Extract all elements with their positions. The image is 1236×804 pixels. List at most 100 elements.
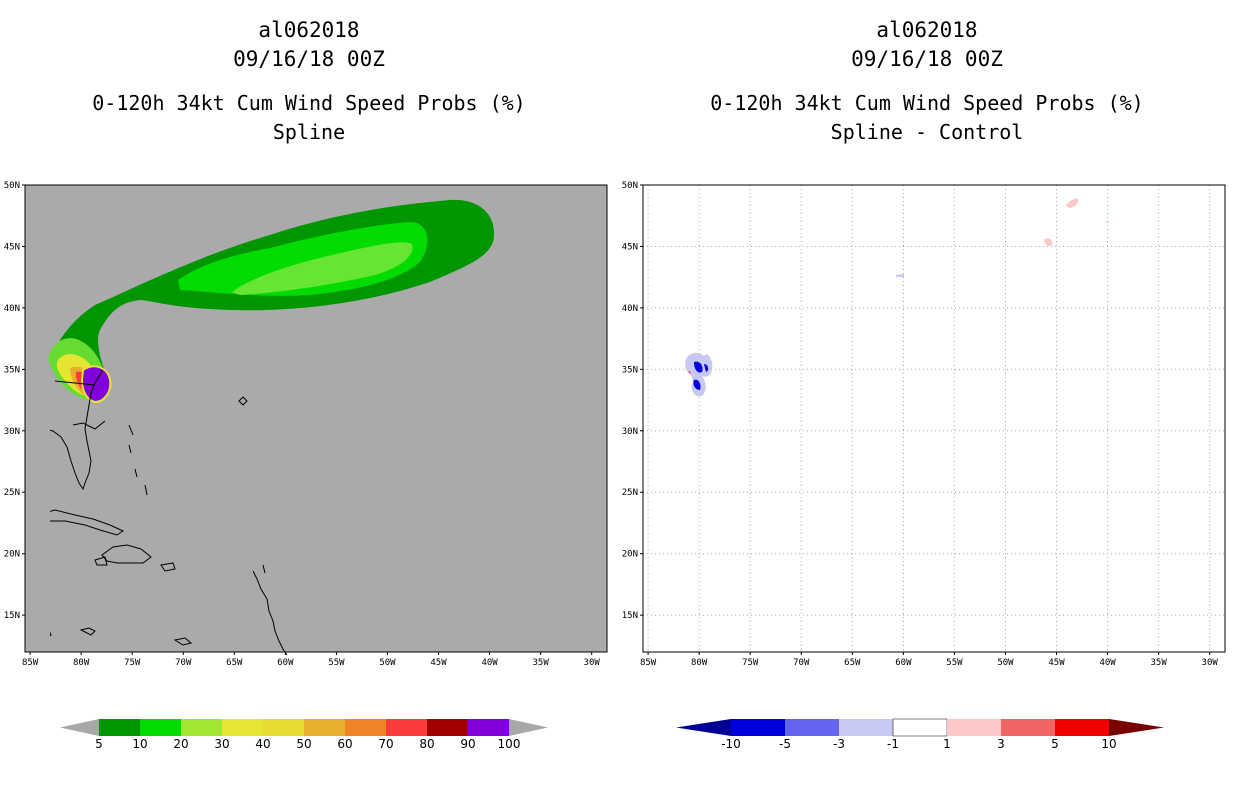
diff-patch	[688, 371, 691, 374]
y-tick-label: 20N	[4, 550, 20, 560]
colorbar-swatch	[304, 719, 345, 736]
left-panel: al062018 09/16/18 00Z 0-120h 34kt Cum Wi…	[4, 18, 608, 751]
map-frame	[642, 184, 1226, 653]
x-tick-label: 45W	[1048, 658, 1065, 668]
x-tick-label: 55W	[946, 658, 963, 668]
colorbar-swatch	[140, 719, 181, 736]
left-axes: 85W 80W 75W 70W 65W 60W 55W 50W 45W 40W 35W 30W 50N 4…	[4, 181, 601, 668]
colorbar-swatch	[731, 719, 785, 736]
chart-title: 0-120h 34kt Cum Wind Speed Probs (%)	[710, 91, 1143, 115]
diff-patch	[1044, 238, 1053, 247]
x-tick-label: 80W	[73, 658, 90, 668]
y-tick-label: 45N	[4, 242, 20, 252]
y-tick-label: 30N	[4, 427, 20, 437]
colorbar-swatch	[386, 719, 427, 736]
x-tick-label: 80W	[691, 658, 708, 668]
x-tick-label: 85W	[22, 658, 39, 668]
diff-patch	[1066, 198, 1079, 208]
y-tick-label: 50N	[622, 181, 638, 191]
colorbar-swatch	[468, 719, 509, 736]
colorbar-label: 90	[460, 737, 475, 751]
x-tick-label: 65W	[226, 658, 243, 668]
x-tick-label: 70W	[175, 658, 192, 668]
x-tick-label: 30W	[1202, 658, 1219, 668]
colorbar-swatch	[181, 719, 222, 736]
y-tick-label: 40N	[622, 304, 638, 314]
diff-patch	[685, 353, 713, 397]
y-tick-label: 15N	[622, 611, 638, 621]
x-tick-label: 75W	[124, 658, 141, 668]
colorbar-swatch	[263, 719, 304, 736]
datetime: 09/16/18 00Z	[851, 47, 1003, 71]
colorbar-swatch	[785, 719, 839, 736]
x-tick-label: 40W	[481, 658, 498, 668]
colorbar-swatch	[99, 719, 140, 736]
y-tick-label: 50N	[4, 181, 20, 191]
diff-patch	[1104, 221, 1110, 223]
x-tick-label: 75W	[742, 658, 759, 668]
prob-contour-20-outer	[232, 242, 413, 295]
prob-contour-100	[80, 365, 112, 404]
colorbar-swatch	[839, 719, 893, 736]
colorbar-low-end	[60, 719, 99, 736]
colorbar-label: 60	[337, 737, 352, 751]
colorbar-swatch	[1001, 719, 1055, 736]
colorbar-swatch	[947, 719, 1001, 736]
y-tick-label: 40N	[4, 304, 20, 314]
colorbar-swatch	[345, 719, 386, 736]
x-tick-label: 30W	[584, 658, 601, 668]
x-tick-label: 50W	[379, 658, 396, 668]
chart-subtitle: Spline - Control	[831, 120, 1024, 144]
colorbar-label: 5	[95, 737, 103, 751]
datetime: 09/16/18 00Z	[233, 47, 385, 71]
y-tick-label: 30N	[622, 427, 638, 437]
colorbar-swatch	[427, 719, 468, 736]
x-tick-label: 35W	[532, 658, 549, 668]
colorbar-label: 100	[498, 737, 521, 751]
colorbar-swatch	[1055, 719, 1109, 736]
left-colorbar: 5 10 20 30 40 50 60 70 80 90 100	[60, 719, 548, 751]
colorbar-swatch	[222, 719, 263, 736]
colorbar-label: 5	[1051, 737, 1059, 751]
y-tick-label: 25N	[622, 488, 638, 498]
x-tick-label: 50W	[997, 658, 1014, 668]
colorbar-high-end	[1109, 719, 1164, 736]
colorbar-label: 10	[132, 737, 147, 751]
colorbar-label: 40	[255, 737, 270, 751]
colorbar-swatch	[892, 718, 948, 737]
colorbar-label: 10	[1101, 737, 1116, 751]
diff-patch	[693, 361, 709, 390]
colorbar-label: 70	[378, 737, 393, 751]
y-tick-label: 45N	[622, 242, 638, 252]
x-tick-label: 55W	[328, 658, 345, 668]
chart-subtitle: Spline	[273, 120, 345, 144]
colorbar-label: 3	[997, 737, 1005, 751]
colorbar-label: -5	[779, 737, 791, 751]
colorbar-label: 1	[943, 737, 951, 751]
colorbar-low-end	[676, 719, 731, 736]
right-axes: 85W 80W 75W 70W 65W 60W 55W 50W 45W 40W 35W 30W 50N 4…	[622, 181, 1219, 668]
colorbar-label: -10	[721, 737, 741, 751]
x-tick-label: 65W	[844, 658, 861, 668]
x-tick-label: 60W	[895, 658, 912, 668]
storm-id: al062018	[876, 18, 977, 42]
x-tick-label: 70W	[793, 658, 810, 668]
y-tick-label: 15N	[4, 611, 20, 621]
y-tick-label: 35N	[4, 365, 20, 375]
colorbar-label: 20	[173, 737, 188, 751]
x-tick-label: 85W	[640, 658, 657, 668]
colorbar-label: 30	[214, 737, 229, 751]
colorbar-label: 50	[296, 737, 311, 751]
colorbar-high-end	[509, 719, 548, 736]
storm-id: al062018	[258, 18, 359, 42]
colorbar-label: -1	[887, 737, 899, 751]
difference-field	[685, 198, 1110, 397]
y-tick-label: 20N	[622, 550, 638, 560]
probability-field	[48, 199, 495, 404]
right-panel: al062018 09/16/18 00Z 0-120h 34kt Cum Wi…	[622, 18, 1226, 751]
colorbar-label: 80	[419, 737, 434, 751]
y-tick-label: 35N	[622, 365, 638, 375]
x-tick-label: 35W	[1150, 658, 1167, 668]
